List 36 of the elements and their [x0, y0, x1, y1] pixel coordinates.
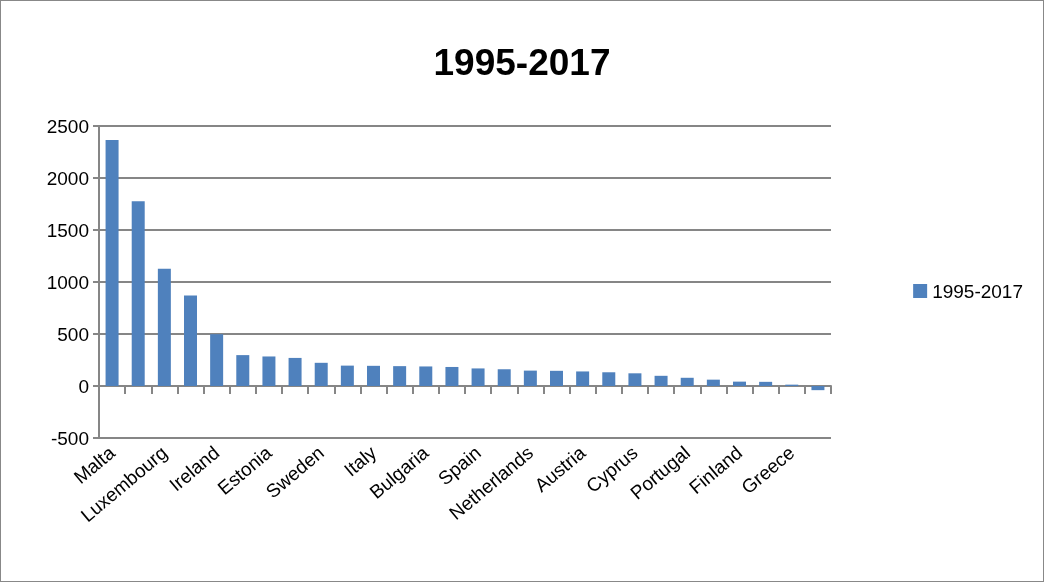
- bar: [654, 375, 668, 386]
- y-tick-label: -500: [50, 427, 89, 449]
- bar: [550, 370, 563, 386]
- bar: [314, 362, 328, 386]
- y-tick-label: 2500: [46, 115, 89, 137]
- y-tick-label: 0: [78, 375, 89, 397]
- y-tick-label: 2000: [46, 167, 89, 189]
- bar: [576, 371, 590, 386]
- bar: [602, 372, 616, 386]
- bar: [706, 379, 720, 386]
- bar: [393, 366, 407, 386]
- bar: [157, 268, 171, 386]
- bar: [236, 355, 250, 386]
- bar: [445, 366, 459, 386]
- bar: [523, 370, 537, 386]
- bar: [733, 381, 746, 386]
- bar: [419, 366, 433, 386]
- bar: [262, 356, 276, 386]
- bar: [105, 140, 119, 386]
- bar: [811, 386, 825, 391]
- y-tick-label: 1500: [46, 219, 89, 241]
- bar: [367, 365, 380, 386]
- chart-title: 1995-2017: [433, 42, 611, 83]
- bar: [340, 365, 354, 386]
- bar: [497, 369, 511, 386]
- bar: [288, 357, 302, 386]
- bar: [680, 377, 694, 386]
- bar: [184, 295, 197, 386]
- bar: [471, 368, 485, 386]
- y-tick-label: 500: [57, 323, 89, 345]
- bar: [210, 334, 224, 386]
- y-tick-label: 1000: [46, 271, 89, 293]
- bar: [759, 381, 773, 386]
- bar: [628, 373, 642, 386]
- bar: [131, 201, 145, 386]
- legend-label: 1995-2017: [932, 280, 1024, 302]
